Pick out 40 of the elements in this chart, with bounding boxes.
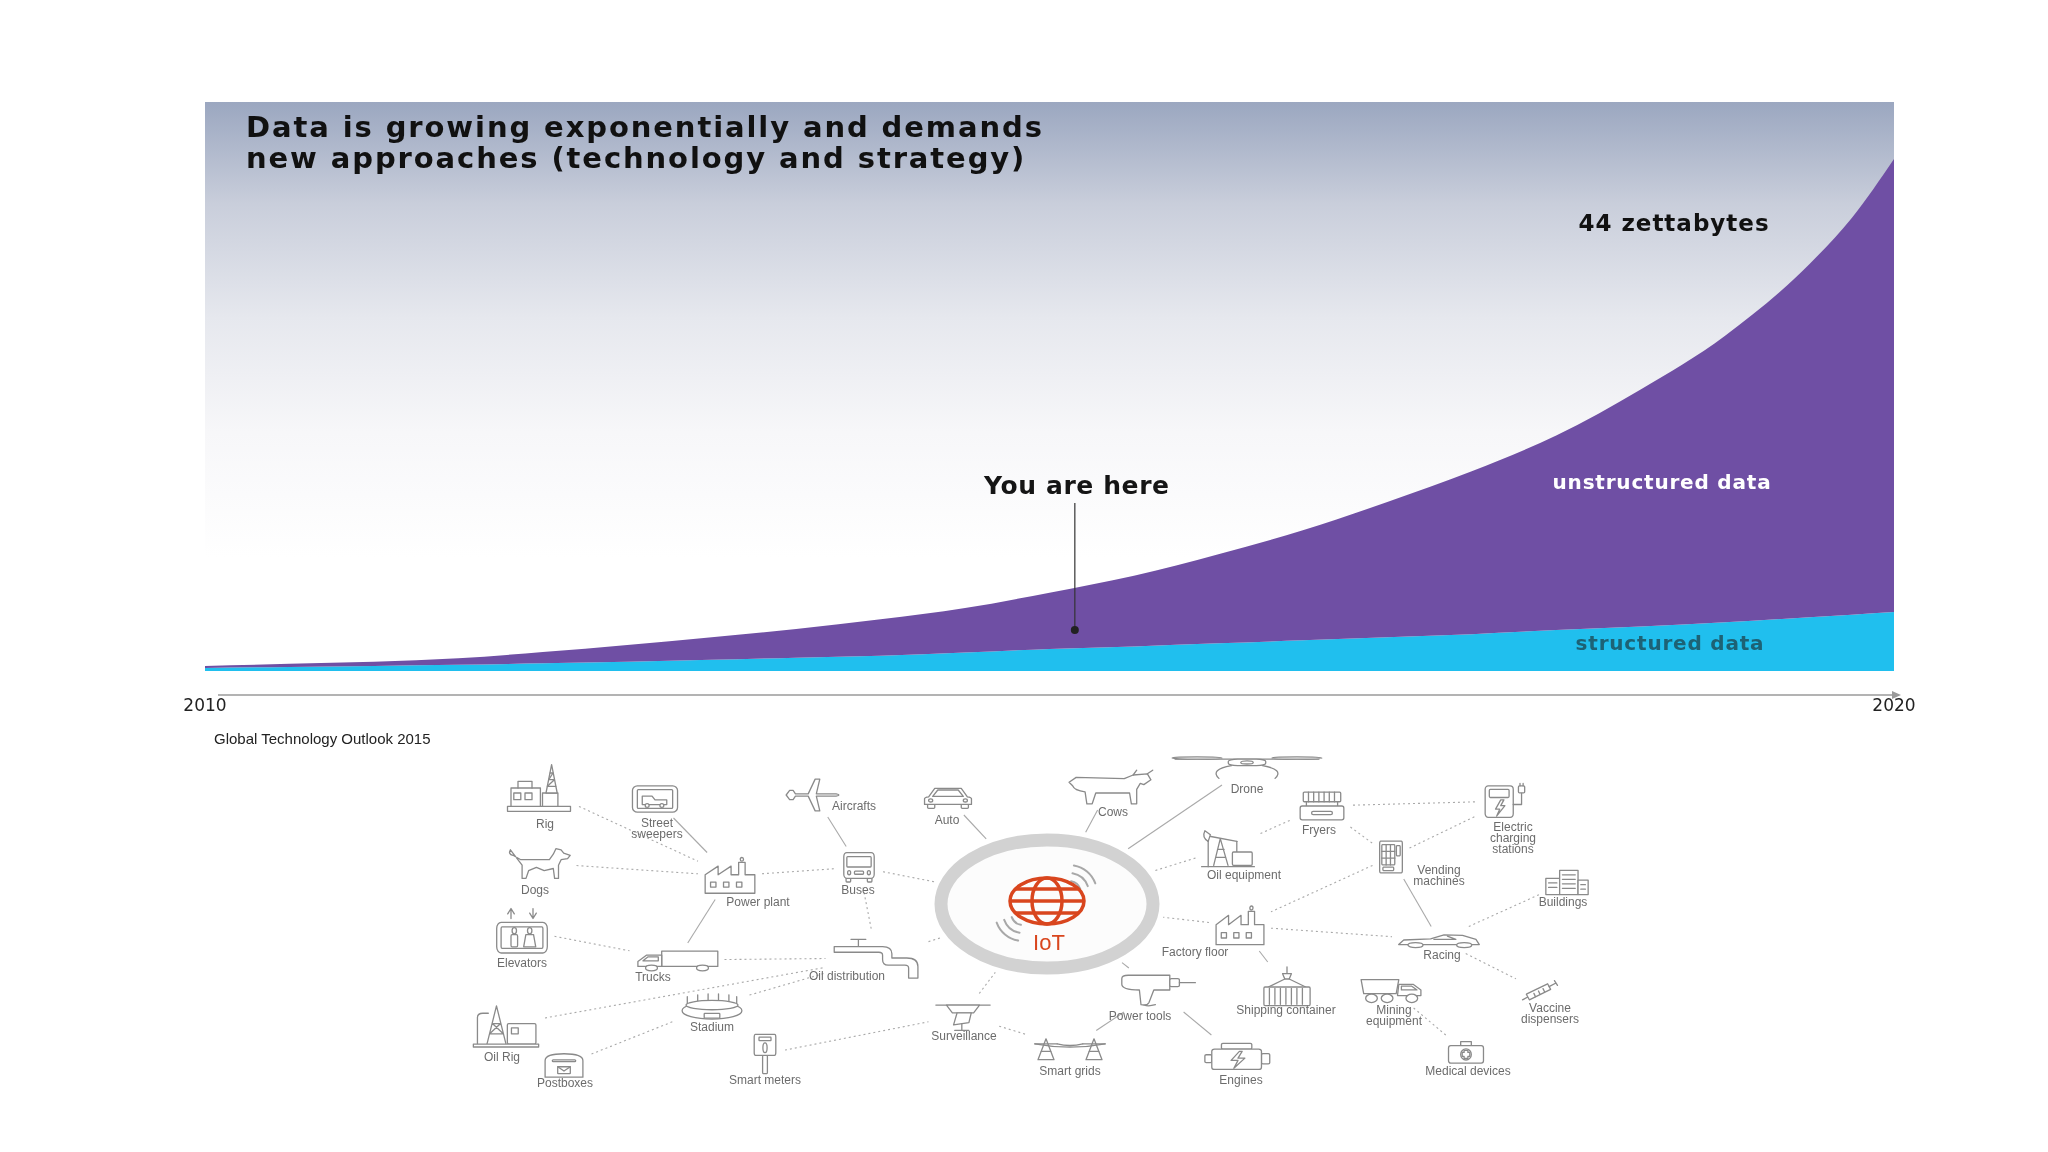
text: Vending machines [1412, 863, 1466, 888]
text: IoT [1033, 930, 1065, 955]
text: Postboxes [536, 1075, 594, 1090]
text: Street sweepers [630, 816, 684, 841]
text: Oil Rig [483, 1049, 521, 1064]
text: Rig [535, 816, 555, 831]
text: Trucks [635, 969, 671, 984]
series-label: structured data [1575, 631, 1765, 655]
x-tick-label: 2010 [183, 695, 227, 716]
text: Mining equipment [1364, 1003, 1423, 1028]
text: Medical devices [1425, 1063, 1511, 1078]
text: Engines [1219, 1072, 1263, 1087]
x-tick-label: 2020 [1872, 695, 1916, 716]
text: Smart meters [728, 1072, 802, 1087]
text: Factory floor [1161, 944, 1229, 959]
series-label: unstructured data [1552, 470, 1772, 494]
text: Electric charging stations [1489, 819, 1537, 856]
text: Auto [934, 812, 960, 827]
text: Aircrafts [831, 798, 877, 813]
annotation: You are here [983, 471, 1170, 500]
chart-title: Data is growing exponentially and demands new approaches (technology and strategy) [246, 110, 1045, 175]
annotation: 44 zettabytes [1578, 210, 1770, 236]
text: Shipping container [1236, 1002, 1336, 1017]
text: Smart grids [1039, 1063, 1101, 1078]
text: Surveillance [931, 1028, 997, 1043]
text: Dogs [520, 882, 550, 897]
text: Buildings [1538, 894, 1588, 909]
text: Power plant [726, 894, 790, 909]
text: Elevators [496, 955, 548, 970]
text: Racing [1423, 947, 1461, 962]
text: Power tools [1108, 1008, 1172, 1023]
text: Oil equipment [1206, 867, 1282, 882]
text: Fryers [1302, 822, 1336, 837]
text: Vaccine dispensers [1520, 1001, 1580, 1026]
text: Cows [1097, 804, 1129, 819]
text: Stadium [689, 1019, 735, 1034]
text: Oil distribution [808, 968, 886, 983]
text: Buses [841, 882, 875, 897]
text: Global Technology Outlook 2015 [214, 730, 431, 747]
text: Drone [1230, 781, 1264, 796]
